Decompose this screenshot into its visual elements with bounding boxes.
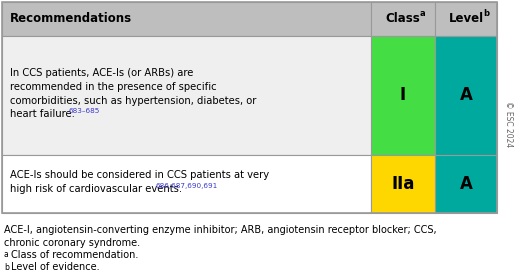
- Bar: [2, 155, 371, 213]
- Bar: [2, 2, 497, 213]
- Bar: [371, 36, 435, 155]
- Text: high risk of cardiovascular events.: high risk of cardiovascular events.: [10, 184, 182, 194]
- Text: Level of evidence.: Level of evidence.: [11, 262, 100, 272]
- Bar: [435, 2, 497, 36]
- Text: I: I: [400, 86, 406, 105]
- Text: A: A: [460, 86, 473, 105]
- Text: 686,687,690,691: 686,687,690,691: [155, 183, 217, 189]
- Bar: [435, 36, 497, 155]
- Text: Level: Level: [448, 13, 484, 26]
- Bar: [371, 2, 435, 36]
- Text: chronic coronary syndrome.: chronic coronary syndrome.: [4, 237, 140, 247]
- Bar: [371, 155, 435, 213]
- Text: In CCS patients, ACE-Is (or ARBs) are: In CCS patients, ACE-Is (or ARBs) are: [10, 68, 193, 78]
- Text: b: b: [4, 262, 9, 272]
- Text: IIa: IIa: [392, 175, 414, 193]
- Bar: [2, 2, 371, 36]
- Text: recommended in the presence of specific: recommended in the presence of specific: [10, 82, 217, 92]
- Text: b: b: [483, 9, 489, 19]
- Text: comorbidities, such as hypertension, diabetes, or: comorbidities, such as hypertension, dia…: [10, 96, 256, 105]
- Bar: [2, 36, 371, 155]
- Text: Class of recommendation.: Class of recommendation.: [11, 250, 138, 260]
- Text: ACE-I, angiotensin-converting enzyme inhibitor; ARB, angiotensin receptor blocke: ACE-I, angiotensin-converting enzyme inh…: [4, 225, 437, 235]
- Text: a: a: [420, 9, 426, 19]
- Text: © ESC 2024: © ESC 2024: [503, 101, 513, 148]
- Text: Class: Class: [386, 13, 420, 26]
- Bar: [435, 155, 497, 213]
- Text: ACE-Is should be considered in CCS patients at very: ACE-Is should be considered in CCS patie…: [10, 170, 269, 180]
- Text: A: A: [460, 175, 473, 193]
- Text: a: a: [4, 250, 9, 259]
- Text: Recommendations: Recommendations: [10, 13, 132, 26]
- Text: heart failure.: heart failure.: [10, 109, 75, 119]
- Text: 683–685: 683–685: [68, 108, 99, 114]
